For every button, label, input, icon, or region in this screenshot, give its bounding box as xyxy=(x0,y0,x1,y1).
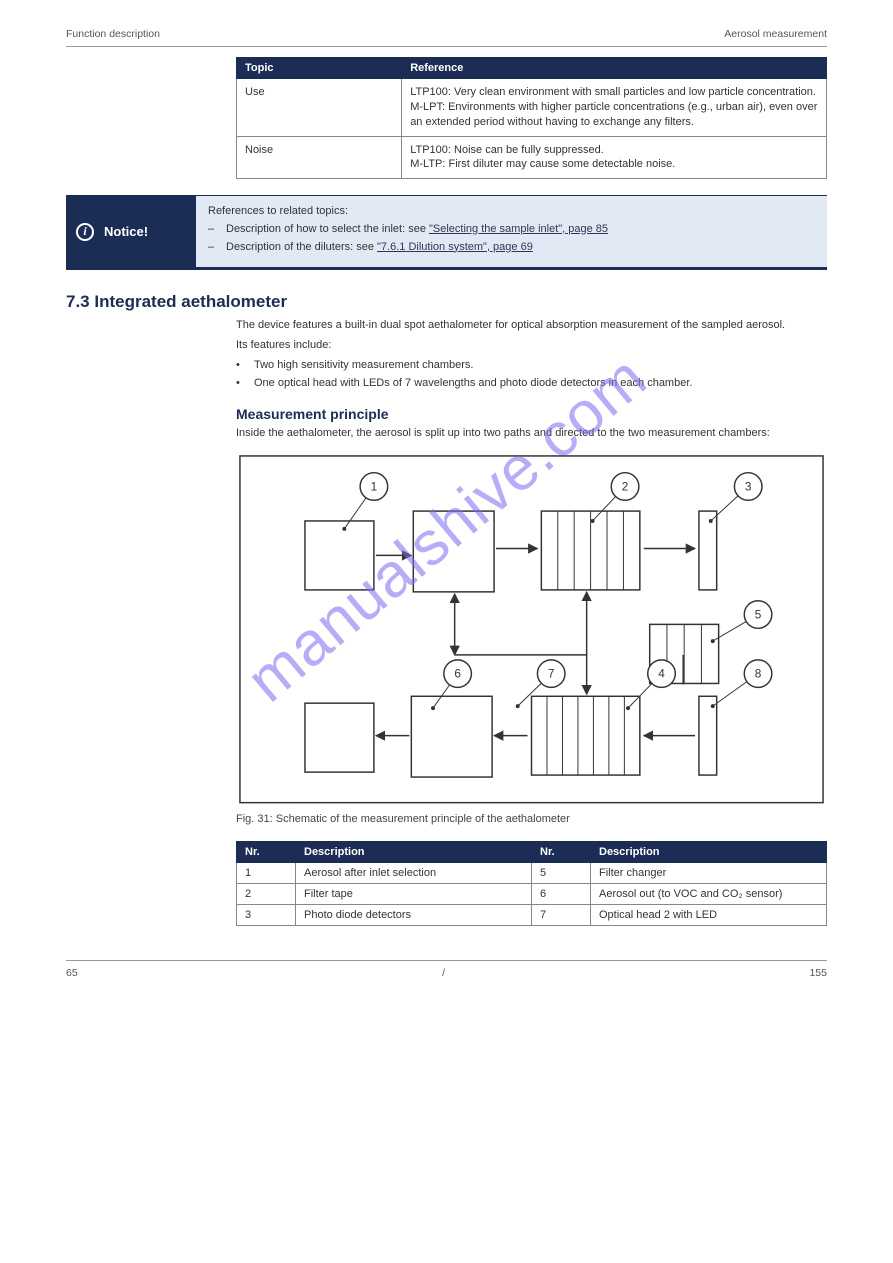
figure: 1 2 3 5 6 7 4 8 Fig. 31: Schematic of the measu… xyxy=(236,452,827,825)
legend-header: Description xyxy=(296,841,532,862)
diagram-svg: 1 2 3 5 6 7 4 8 xyxy=(236,452,827,807)
legend-cell: 3 xyxy=(237,904,296,925)
table-row: Noise LTP100: Noise can be fully suppres… xyxy=(237,136,827,179)
page: manualshive.com Function description Aer… xyxy=(0,0,893,999)
footer-page-total: 155 xyxy=(809,967,827,979)
bullet-mark: • xyxy=(236,376,246,392)
legend-cell: Aerosol after inlet selection xyxy=(296,862,532,883)
notice-badge: i Notice! xyxy=(66,196,196,267)
figure-caption: Fig. 31: Schematic of the measurement pr… xyxy=(236,813,827,825)
legend-header: Nr. xyxy=(237,841,296,862)
notice-item: – Description of how to select the inlet… xyxy=(208,222,815,238)
bullet-mark: – xyxy=(208,240,218,256)
page-footer: 65 / 155 xyxy=(66,960,827,979)
bullet-mark: – xyxy=(208,222,218,238)
header-left: Function description xyxy=(66,28,160,40)
notice-label: Notice! xyxy=(104,224,148,239)
notice-box: i Notice! References to related topics: … xyxy=(66,195,827,270)
table-row: 2 Filter tape 6 Aerosol out (to VOC and … xyxy=(237,883,827,904)
svg-text:3: 3 xyxy=(745,480,752,494)
table-row: 1 Aerosol after inlet selection 5 Filter… xyxy=(237,862,827,883)
legend-cell: Filter tape xyxy=(296,883,532,904)
legend-cell: 5 xyxy=(532,862,591,883)
spec-table-header-ref: Reference xyxy=(402,58,827,79)
bullet-text: One optical head with LEDs of 7 waveleng… xyxy=(254,376,692,392)
subsection-heading: Measurement principle xyxy=(236,406,827,422)
section: 7.3 Integrated aethalometer The device f… xyxy=(66,292,827,925)
bullet-text: Two high sensitivity measurement chamber… xyxy=(254,358,473,374)
spec-cell-ref: LTP100: Noise can be fully suppressed. M… xyxy=(402,136,827,179)
feature-bullet: • One optical head with LEDs of 7 wavele… xyxy=(236,376,827,392)
page-header: Function description Aerosol measurement xyxy=(66,28,827,47)
notice-item-text: Description of the diluters: see xyxy=(226,241,377,253)
legend-cell: Optical head 2 with LED xyxy=(591,904,827,925)
legend-header: Nr. xyxy=(532,841,591,862)
spec-cell-ref: LTP100: Very clean environment with smal… xyxy=(402,79,827,137)
intro-para: Its features include: xyxy=(236,338,827,354)
info-icon: i xyxy=(76,223,94,241)
spec-table: Topic Reference Use LTP100: Very clean e… xyxy=(236,57,827,179)
table-row: Use LTP100: Very clean environment with … xyxy=(237,79,827,137)
notice-item-link[interactable]: "Selecting the sample inlet", page 85 xyxy=(429,223,608,235)
spec-cell-topic: Noise xyxy=(237,136,402,179)
footer-sep: / xyxy=(442,967,445,979)
spec-cell-topic: Use xyxy=(237,79,402,137)
svg-text:6: 6 xyxy=(454,667,461,681)
table-row: 3 Photo diode detectors 7 Optical head 2… xyxy=(237,904,827,925)
svg-text:7: 7 xyxy=(548,667,555,681)
feature-bullet: • Two high sensitivity measurement chamb… xyxy=(236,358,827,374)
svg-text:8: 8 xyxy=(755,667,762,681)
legend-cell: Filter changer xyxy=(591,862,827,883)
intro-para: The device features a built-in dual spot… xyxy=(236,318,827,334)
legend-cell: 1 xyxy=(237,862,296,883)
notice-intro: References to related topics: xyxy=(208,204,815,219)
legend-cell: Photo diode detectors xyxy=(296,904,532,925)
legend-header: Description xyxy=(591,841,827,862)
footer-page-current: 65 xyxy=(66,967,78,979)
section-heading: 7.3 Integrated aethalometer xyxy=(66,292,827,312)
legend-cell: 6 xyxy=(532,883,591,904)
sub-para: Inside the aethalometer, the aerosol is … xyxy=(236,426,827,442)
notice-item-link[interactable]: "7.6.1 Dilution system", page 69 xyxy=(377,241,533,253)
svg-text:1: 1 xyxy=(371,480,378,494)
svg-text:5: 5 xyxy=(755,608,762,622)
bullet-mark: • xyxy=(236,358,246,374)
legend-cell: 7 xyxy=(532,904,591,925)
legend-cell: 2 xyxy=(237,883,296,904)
legend-cell: Aerosol out (to VOC and CO₂ sensor) xyxy=(591,883,827,904)
header-right: Aerosol measurement xyxy=(724,28,827,40)
spec-table-header-topic: Topic xyxy=(237,58,402,79)
svg-text:2: 2 xyxy=(622,480,629,494)
legend-table: Nr. Description Nr. Description 1 Aeroso… xyxy=(236,841,827,926)
notice-item: – Description of the diluters: see "7.6.… xyxy=(208,240,815,256)
svg-text:4: 4 xyxy=(658,667,665,681)
notice-body: References to related topics: – Descript… xyxy=(196,196,827,267)
notice-item-text: Description of how to select the inlet: … xyxy=(226,223,429,235)
